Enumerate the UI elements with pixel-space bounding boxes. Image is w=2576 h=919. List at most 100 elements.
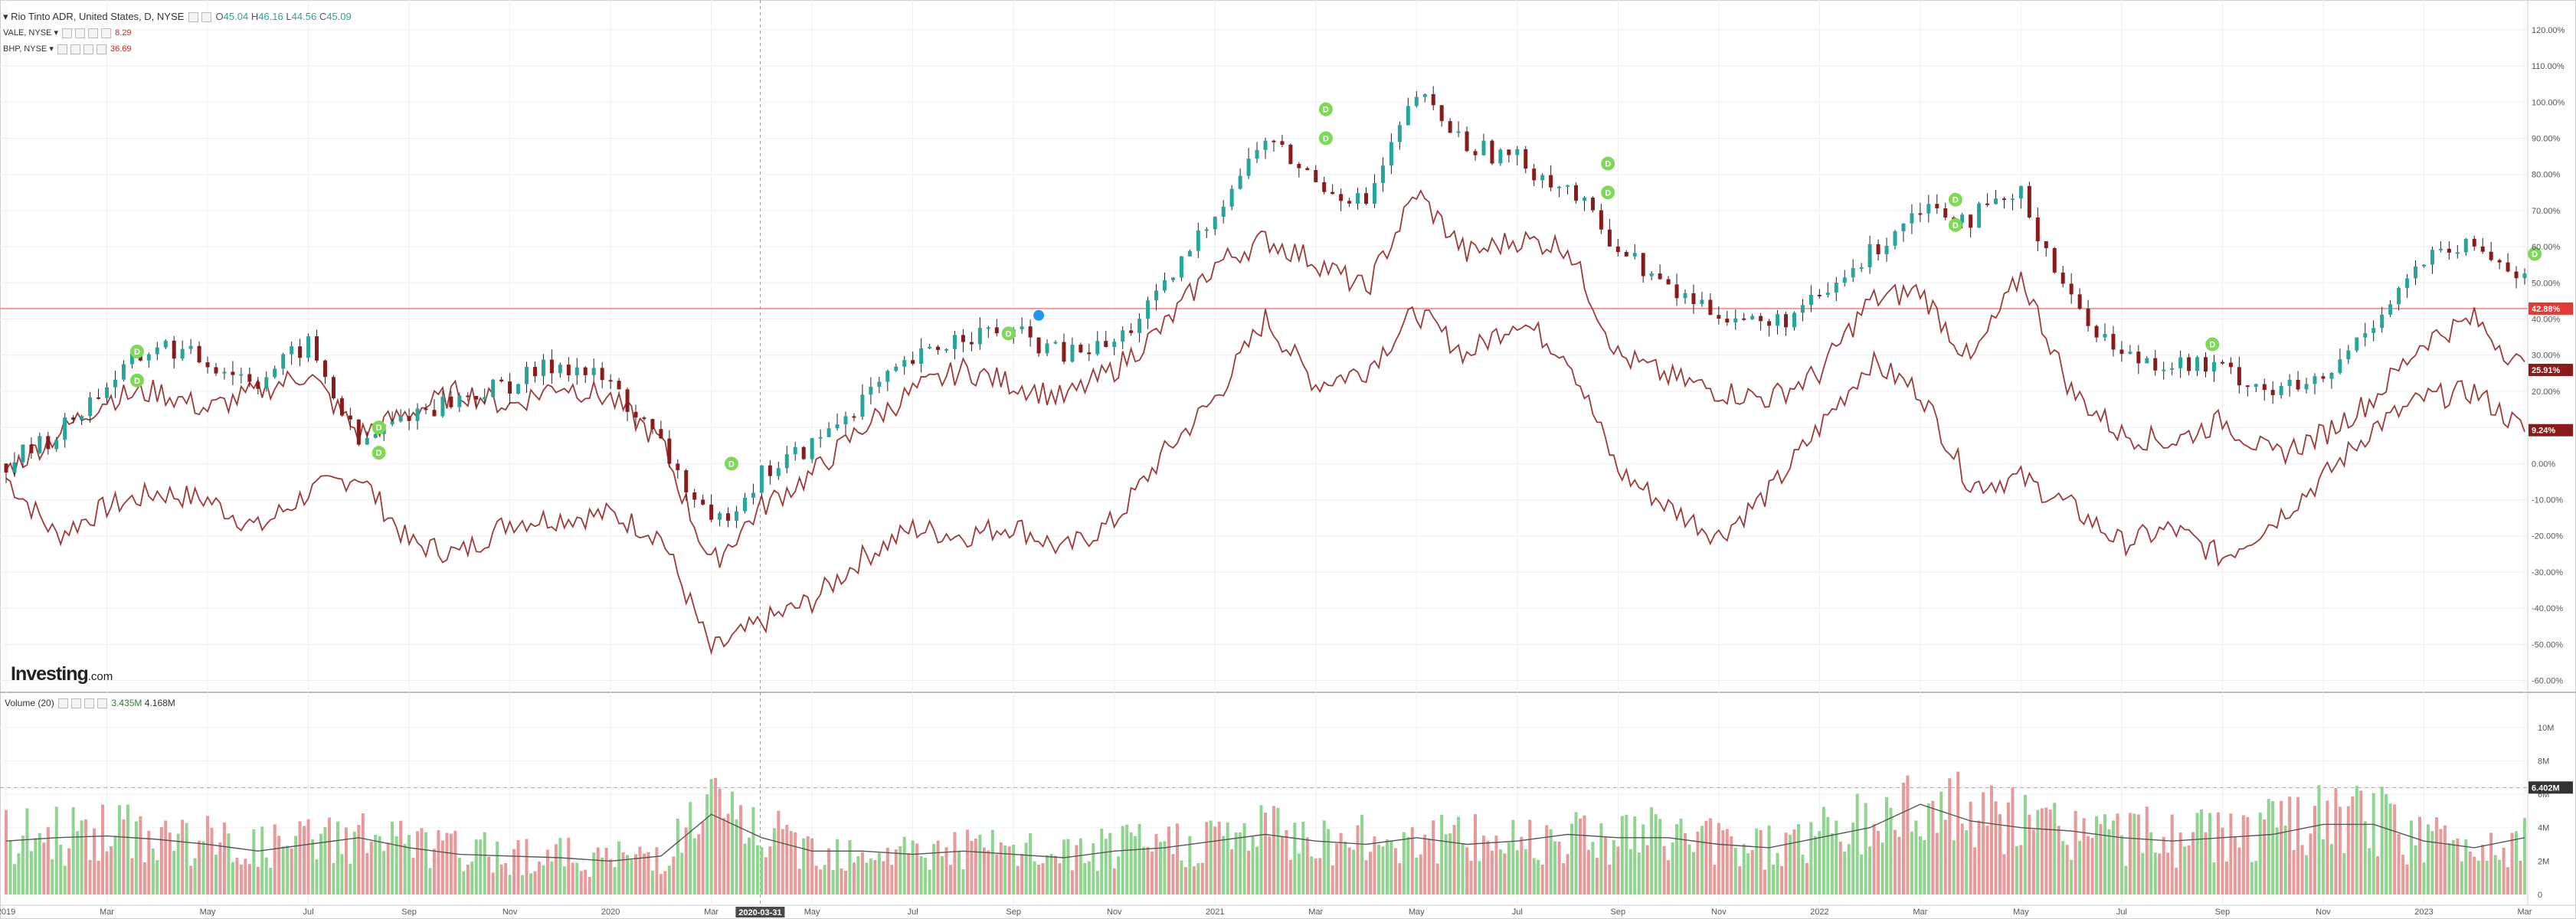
candle-body: [2119, 349, 2124, 355]
volume-bar: [1151, 852, 1154, 894]
event-markers[interactable]: D D D D D D D D D D D D D D: [129, 102, 2542, 471]
volume-bar: [2006, 802, 2010, 894]
volume-bar: [965, 829, 969, 894]
settings-icon[interactable]: [57, 44, 67, 54]
candle-body: [2002, 198, 2006, 201]
volume-bar: [718, 788, 722, 894]
dividend-letter: D: [1323, 134, 1329, 143]
compare-series-line: [5, 306, 2525, 656]
candle-body: [2346, 350, 2351, 360]
candle-body: [1733, 318, 1738, 323]
volume-bar: [172, 851, 176, 894]
volume-bar: [474, 839, 478, 894]
candle-body: [642, 417, 646, 420]
volume-bar: [2405, 864, 2409, 894]
more-icon[interactable]: [97, 698, 108, 709]
dividend-letter: D: [1952, 196, 1959, 205]
volume-bar: [1024, 842, 1028, 894]
candle-body: [2262, 384, 2267, 391]
volume-bar: [1918, 836, 1922, 894]
volume-bar: [349, 863, 352, 894]
volume-bar: [1830, 833, 1834, 894]
settings-icon[interactable]: [58, 698, 69, 709]
volume-bar: [1062, 839, 1065, 894]
close-icon[interactable]: [83, 44, 93, 54]
eye-icon[interactable]: [75, 28, 86, 38]
volume-bar: [411, 858, 415, 894]
volume-bar: [193, 858, 197, 894]
volume-bar: [1012, 845, 1016, 894]
volume-bar: [487, 856, 491, 894]
candle-body: [2497, 260, 2502, 263]
candle-body: [205, 362, 210, 368]
candle-body: [919, 348, 924, 365]
dividend-letter: D: [1605, 188, 1611, 198]
volume-bar: [2414, 845, 2417, 894]
candle-body: [1784, 314, 1789, 328]
volume-bar: [2515, 831, 2519, 894]
volume-bar: [1620, 816, 1624, 894]
volume-bar: [2216, 812, 2220, 894]
volume-bar: [1100, 829, 1104, 894]
candle-body: [432, 410, 437, 417]
volume-bar: [1759, 829, 1763, 894]
chevron-down-icon[interactable]: ▾: [3, 11, 11, 22]
close-value: 45.09: [326, 11, 352, 22]
volume-bar: [701, 821, 705, 894]
volume-bar: [1776, 852, 1779, 894]
candle-body: [155, 347, 159, 355]
volume-bar: [1054, 855, 1057, 894]
candle-body: [172, 340, 176, 359]
close-icon[interactable]: [88, 28, 99, 38]
more-icon[interactable]: [101, 28, 112, 38]
volume-bar: [579, 871, 583, 894]
volume-bar: [80, 820, 83, 894]
volume-bar: [1154, 833, 1158, 894]
dividend-letter: D: [376, 449, 382, 458]
volume-bar: [1066, 839, 1070, 894]
candle-body: [80, 416, 84, 420]
volume-bar: [1537, 859, 1540, 894]
volume-bar: [105, 851, 109, 894]
candle-body: [768, 465, 772, 476]
eye-icon[interactable]: [70, 44, 80, 54]
eye-icon[interactable]: [201, 12, 211, 23]
price-tick-label: 80.00%: [2532, 171, 2561, 180]
volume-bar: [2166, 852, 2170, 894]
eye-icon[interactable]: [71, 698, 82, 709]
volume-bar: [1104, 839, 1108, 894]
candle-body: [2514, 271, 2519, 279]
time-tick-label: Nov: [1107, 908, 1122, 917]
volume-bar: [222, 823, 226, 894]
time-tick-label: Mar: [1308, 908, 1323, 917]
volume-bar: [2208, 813, 2211, 894]
settings-icon[interactable]: [62, 28, 73, 38]
open-value: 45.04: [223, 11, 249, 22]
volume-bar: [1239, 832, 1242, 894]
volume-bar: [2237, 847, 2241, 894]
candle-body: [2421, 264, 2426, 267]
volume-bar: [1121, 826, 1124, 894]
volume-bars: [5, 771, 2526, 894]
volume-bar: [953, 832, 957, 894]
dividend-icon: [724, 456, 738, 471]
volume-bar: [113, 836, 117, 894]
close-icon[interactable]: [84, 698, 95, 709]
time-tick-label: Mar: [1913, 908, 1927, 917]
volume-bar: [1305, 837, 1309, 894]
more-icon[interactable]: [96, 44, 106, 54]
candle-body: [2136, 352, 2141, 364]
settings-icon[interactable]: [188, 12, 198, 23]
volume-bar: [1818, 831, 1822, 894]
volume-bar: [2338, 806, 2342, 894]
volume-bar: [1935, 832, 1939, 894]
volume-bar: [466, 864, 470, 894]
candle-body: [180, 348, 185, 359]
volume-bar: [453, 830, 457, 894]
candle-body: [583, 367, 588, 375]
volume-bar: [827, 848, 831, 894]
volume-bar: [609, 858, 613, 894]
candle-body: [105, 387, 110, 398]
volume-bar: [898, 846, 902, 894]
